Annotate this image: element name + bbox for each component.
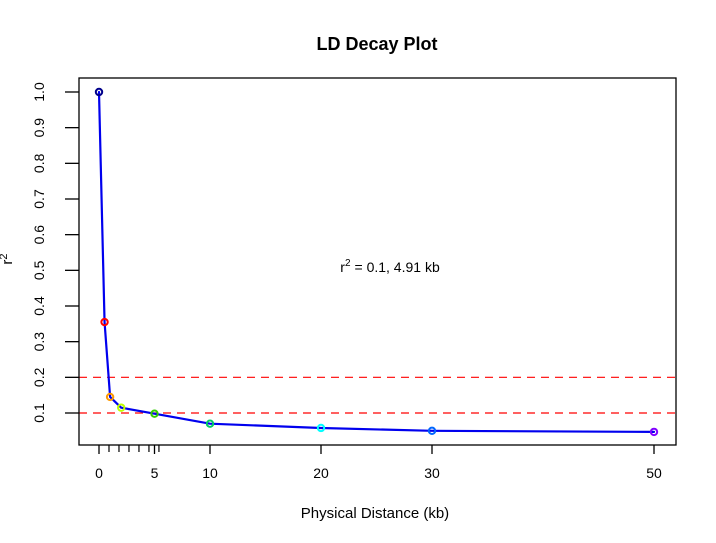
annotation-base: r bbox=[340, 259, 345, 275]
data-point bbox=[105, 392, 115, 402]
data-point bbox=[205, 419, 215, 428]
annotation-sup: 2 bbox=[345, 258, 351, 269]
data-point bbox=[94, 87, 104, 97]
y-tick-label: 0.7 bbox=[31, 189, 47, 209]
y-tick-label: 0.8 bbox=[31, 153, 47, 173]
x-tick-label: 10 bbox=[202, 465, 218, 481]
data-point bbox=[427, 426, 437, 436]
y-axis-title-sup: 2 bbox=[0, 253, 10, 259]
plot-area: 0 5 10 20 30 50 0.1 0.2 0.3 0.4 0.5 0.6 0.7 0.8 0.9 1.0 bbox=[31, 77, 677, 481]
y-axis-title-base: r bbox=[0, 260, 16, 265]
y-tick-label: 0.4 bbox=[31, 296, 47, 316]
data-point bbox=[100, 317, 109, 327]
y-tick-label: 0.5 bbox=[31, 260, 47, 280]
y-tick-label: 0.6 bbox=[31, 225, 47, 245]
x-tick-label: 5 bbox=[151, 465, 159, 481]
data-point bbox=[649, 427, 659, 437]
plot-border bbox=[78, 77, 677, 446]
annotation-rest: = 0.1, 4.91 kb bbox=[355, 259, 440, 275]
y-axis-title: r2 bbox=[0, 253, 16, 264]
y-tick-label: 0.1 bbox=[31, 403, 47, 423]
y-tick-label: 0.9 bbox=[31, 118, 47, 138]
x-tick-label: 50 bbox=[646, 465, 662, 481]
y-tick-label: 0.2 bbox=[31, 367, 47, 387]
x-tick-label: 30 bbox=[424, 465, 440, 481]
x-tick-label: 0 bbox=[95, 465, 103, 481]
x-axis-title: Physical Distance (kb) bbox=[301, 505, 449, 522]
data-point bbox=[150, 409, 159, 418]
data-point bbox=[117, 403, 126, 412]
annotation-ld-halfdecay: r2 = 0.1, 4.91 kb bbox=[340, 258, 440, 275]
x-tick-label: 20 bbox=[313, 465, 329, 481]
ld-decay-curve bbox=[97, 90, 656, 434]
chart-title: LD Decay Plot bbox=[316, 34, 437, 54]
data-point bbox=[316, 423, 326, 433]
y-tick-label: 1.0 bbox=[31, 82, 47, 102]
y-tick-label: 0.3 bbox=[31, 332, 47, 352]
